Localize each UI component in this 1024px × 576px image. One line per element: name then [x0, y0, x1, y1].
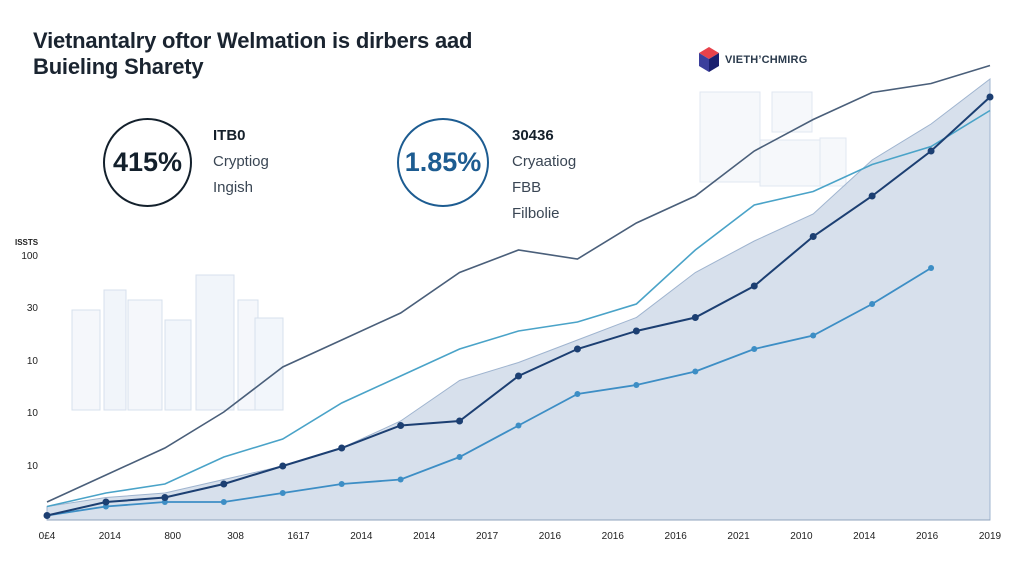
dark-series-point	[927, 147, 935, 155]
light-series-point	[574, 391, 581, 397]
dark-series-point	[338, 444, 346, 452]
stat-text-2: 30436 Cryaatiog FBB Filbolie	[512, 123, 576, 227]
x-tick-label: 1617	[287, 531, 310, 542]
area-series	[46, 77, 991, 521]
dark-series-point	[868, 192, 876, 200]
stat-ring-1: 415%	[103, 118, 192, 207]
top-line-series	[46, 64, 991, 503]
light-series-point	[869, 301, 876, 307]
light-series-point	[397, 476, 404, 483]
x-tick-label: 800	[164, 531, 181, 542]
title-line-2: Buieling Sharety	[33, 54, 204, 79]
dark-series-point	[809, 233, 817, 240]
mid-line-series	[46, 109, 991, 508]
x-tick-label: 0£4	[39, 531, 56, 542]
cube-logo-icon	[699, 47, 719, 72]
dark-series-point	[515, 372, 522, 380]
dark-series-point	[986, 93, 994, 101]
light-series-point	[338, 481, 345, 487]
stat-ring-2: 1.85%	[397, 118, 489, 207]
dark-series-point	[632, 327, 640, 335]
dark-series-point	[750, 282, 758, 290]
chart-title: Vietnantalry oftor Welmation is dirbers …	[33, 28, 472, 80]
x-tick-label: 308	[227, 531, 244, 542]
dark-series-point	[279, 462, 287, 470]
dark-series-point	[43, 512, 51, 519]
x-tick-label: 2010	[790, 531, 813, 542]
units-label: ISSTS	[15, 238, 39, 247]
x-tick-label: 2014	[350, 531, 373, 542]
stat-value-1: 415%	[112, 147, 183, 177]
light-series-point	[515, 422, 522, 429]
light-line-series	[46, 267, 932, 517]
x-tick-label: 2014	[853, 531, 876, 542]
stat-line2-1: Ingish	[213, 179, 254, 196]
light-series-point	[751, 346, 758, 352]
x-tick-label: 2016	[602, 531, 625, 542]
brand-name: VIETH’CHMIRG	[725, 54, 808, 66]
x-tick-label: 2016	[916, 531, 939, 542]
y-tick-label: 10	[27, 461, 39, 472]
stat-line2-2: Filbolie	[512, 205, 560, 222]
light-series-point	[810, 332, 817, 339]
brand: VIETH’CHMIRG	[697, 45, 807, 75]
y-tick-label: 10	[27, 356, 39, 367]
dark-series-point	[691, 314, 699, 321]
x-tick-label: 2016	[539, 531, 562, 542]
stat-text-1: ITB0 Cryptiog Ingish	[213, 123, 269, 201]
x-tick-label: 2016	[665, 531, 688, 542]
x-tick-label: 2017	[476, 531, 499, 542]
x-tick-label: 2019	[979, 531, 1002, 542]
dark-series-point	[102, 498, 110, 506]
building-illustration	[699, 91, 847, 187]
light-series-point	[692, 368, 699, 375]
light-series-point	[928, 265, 935, 271]
stat-code-1: ITB0	[213, 127, 246, 144]
y-tick-label: 100	[21, 251, 38, 262]
x-tick-label: 2014	[99, 531, 122, 542]
skyline-illustration	[71, 274, 284, 411]
stat-line1-1: Cryptiog	[213, 153, 269, 170]
light-series-point	[633, 382, 640, 388]
x-tick-label: 2014	[413, 531, 436, 542]
dark-series-point	[397, 422, 405, 429]
y-tick-label: 10	[27, 408, 39, 419]
light-series-point	[220, 499, 227, 505]
y-tick-label: 30	[27, 303, 39, 314]
stat-line1-2: Cryaatiog FBB	[512, 153, 577, 196]
stat-value-2: 1.85%	[404, 147, 482, 177]
stat-code-2: 30436	[512, 127, 554, 144]
light-series-point	[456, 454, 463, 460]
dark-series-point	[573, 345, 581, 353]
light-series-point	[279, 490, 286, 496]
x-tick-label: 2021	[727, 531, 750, 542]
dark-series-point	[220, 480, 228, 488]
dark-series-point	[456, 417, 464, 425]
title-line-1: Vietnantalry oftor Welmation is dirbers …	[33, 28, 473, 53]
dark-series-point	[161, 494, 169, 501]
